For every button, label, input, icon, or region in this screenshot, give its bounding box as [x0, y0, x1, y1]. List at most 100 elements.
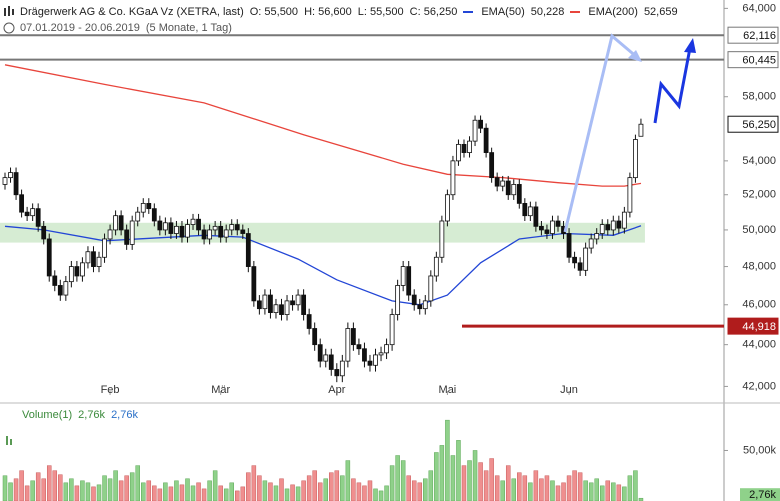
- volume-bar: [445, 419, 450, 501]
- candle-body: [35, 208, 41, 227]
- candle-body: [428, 275, 434, 302]
- candle-body: [516, 184, 522, 204]
- candle-body: [102, 238, 107, 258]
- volume-bar: [118, 480, 124, 501]
- candle-body: [583, 247, 589, 271]
- candle-body: [290, 300, 295, 306]
- volume-bar: [500, 480, 505, 501]
- candle-body: [422, 300, 428, 310]
- ohlc: C: 56,250: [409, 6, 458, 18]
- candle-body: [555, 220, 561, 227]
- volume-bar: [461, 465, 467, 501]
- legend-name: EMA(50): [481, 6, 525, 18]
- volume-bar: [24, 485, 30, 501]
- candle-body: [262, 294, 268, 310]
- candle-body: [295, 294, 301, 306]
- volume-last-label: 2,76k: [749, 489, 776, 501]
- volume-bar: [185, 478, 190, 501]
- candle-body: [229, 224, 235, 231]
- candle-body: [212, 225, 218, 231]
- volume-bar: [301, 480, 306, 501]
- volume-bar: [107, 478, 113, 501]
- candle-body: [323, 354, 329, 362]
- volume-bar: [566, 475, 572, 501]
- volume-bar: [141, 482, 146, 501]
- volume-bar: [351, 478, 356, 501]
- volume-bar: [434, 452, 439, 501]
- volume-bar: [74, 485, 80, 501]
- range-line: 07.01.2019 - 20.06.2019 (5 Monate, 1 Tag…: [20, 21, 232, 35]
- volume-bar: [102, 475, 107, 501]
- y-tick-label: 44,000: [742, 339, 776, 351]
- y-tick-label: 42,000: [742, 380, 776, 392]
- candle-body: [41, 225, 47, 240]
- volume-bar: [240, 486, 246, 501]
- candle-body: [588, 238, 594, 249]
- volume-bar: [257, 475, 262, 501]
- volume-bar: [35, 472, 41, 501]
- candle-body: [483, 127, 489, 153]
- icon: [10, 439, 12, 445]
- candle-body: [362, 348, 367, 362]
- volume-bar: [345, 460, 351, 501]
- y-tick-label: 46,000: [742, 299, 776, 311]
- candle-body: [621, 211, 627, 229]
- candle-body: [433, 256, 439, 277]
- candle-body: [179, 225, 185, 238]
- candle-body: [234, 224, 240, 231]
- volume-bar: [378, 490, 384, 501]
- candle-body: [334, 369, 340, 377]
- volume-bar: [129, 472, 135, 501]
- date-range: 07.01.2019 - 20.06.2019: [20, 22, 140, 34]
- candle-body: [107, 229, 113, 240]
- candle-body: [400, 266, 406, 286]
- candle-body: [500, 180, 506, 187]
- volume-bar: [594, 478, 599, 501]
- volume-bar: [212, 470, 218, 501]
- volume-bar: [152, 485, 157, 501]
- icon: [3, 22, 15, 34]
- volume-bar: [533, 470, 539, 501]
- candle-body: [610, 220, 616, 231]
- volume-bar: [417, 482, 422, 501]
- candle-body: [339, 360, 345, 377]
- candle-body: [577, 262, 583, 271]
- candle-body: [550, 220, 555, 234]
- level-label: 44,918: [742, 321, 776, 333]
- volume-bar: [312, 470, 317, 501]
- volume-bar: [423, 478, 428, 501]
- candle-body: [74, 266, 80, 277]
- candle-body: [223, 229, 229, 238]
- volume-bar: [622, 486, 627, 501]
- volume-bar: [174, 480, 179, 501]
- volume-bar: [340, 475, 345, 501]
- volume-bar: [411, 480, 417, 501]
- volume-bar: [290, 484, 295, 501]
- candle-body: [146, 203, 152, 210]
- candle-body: [378, 352, 384, 356]
- legend-name: EMA(200): [588, 6, 638, 18]
- volume-bar: [63, 482, 69, 501]
- x-tick-label: Feb: [101, 384, 120, 396]
- candle-body: [472, 119, 478, 142]
- x-tick-label: Mär: [211, 384, 230, 396]
- candle-body: [373, 354, 378, 366]
- candle-body: [185, 224, 190, 238]
- candle-body: [118, 215, 124, 231]
- volume-bar: [389, 465, 395, 501]
- volume-bar: [124, 475, 129, 501]
- volume-bar: [306, 475, 312, 501]
- candle-body: [190, 218, 196, 225]
- header-line: Drägerwerk AG & Co. KGaA Vz (XETRA, last…: [20, 5, 678, 19]
- candle-body: [113, 215, 118, 231]
- volume-bar: [41, 478, 46, 501]
- candle-body: [522, 203, 528, 217]
- arrow-head: [684, 38, 696, 53]
- candle-body: [356, 344, 362, 350]
- candle-body: [151, 208, 157, 222]
- candle-body: [273, 304, 279, 314]
- candle-body: [478, 119, 483, 129]
- level-label-box: [727, 51, 779, 69]
